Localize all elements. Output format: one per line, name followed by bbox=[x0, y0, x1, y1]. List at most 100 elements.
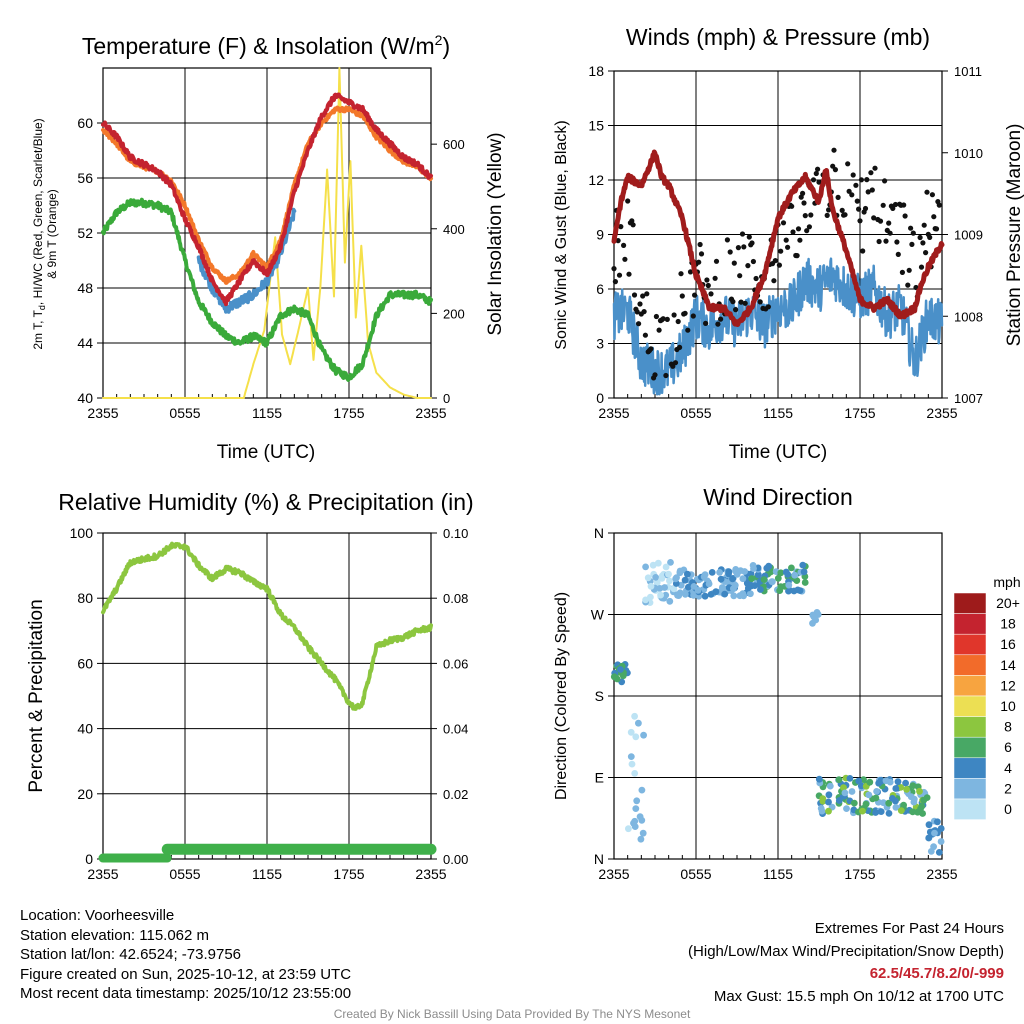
wind-direction-point bbox=[700, 573, 708, 581]
gust-point bbox=[731, 260, 737, 266]
wind-direction-point bbox=[923, 794, 931, 801]
wind-direction-point bbox=[873, 788, 880, 795]
wind-direction-point bbox=[631, 712, 638, 720]
y2-tick-label: 0.02 bbox=[443, 787, 468, 802]
gust-point bbox=[677, 344, 683, 350]
wind-direction-point bbox=[627, 753, 635, 760]
wind-direction-point bbox=[825, 807, 832, 815]
wind-direction-point bbox=[785, 586, 793, 594]
wind-direction-point bbox=[927, 848, 935, 855]
wind-direction-point bbox=[652, 574, 660, 581]
wind-direction-point bbox=[657, 591, 664, 599]
wind-direction-point bbox=[907, 793, 915, 801]
y-tick-label: 80 bbox=[77, 590, 93, 606]
gust-point bbox=[899, 269, 906, 275]
wind-direction-point bbox=[681, 576, 689, 584]
wind-direction-point bbox=[729, 575, 736, 583]
gust-point bbox=[611, 266, 617, 272]
wind-direction-point bbox=[644, 574, 652, 582]
y2-tick-label: 0.06 bbox=[443, 656, 468, 671]
wind-direction-point bbox=[733, 571, 741, 578]
wind-direction-point bbox=[799, 561, 807, 569]
x-tick-label: 1755 bbox=[333, 866, 364, 882]
legend-swatch bbox=[953, 613, 987, 635]
gust-point bbox=[936, 202, 942, 208]
gust-point bbox=[905, 282, 911, 288]
wind-direction-point bbox=[675, 592, 683, 599]
y-tick-label: 0 bbox=[596, 390, 604, 406]
y-tick-label: 40 bbox=[77, 721, 93, 737]
gust-point bbox=[730, 299, 736, 305]
wind-direction-point bbox=[725, 570, 732, 578]
gust-point bbox=[741, 244, 747, 250]
gust-point bbox=[670, 363, 676, 369]
x-tick-label: 1155 bbox=[252, 866, 282, 882]
gust-point bbox=[735, 245, 742, 251]
wind-direction-panel: Wind Direction 2355 0555 1155 1755 2355NESWN… bbox=[553, 484, 1021, 882]
temp-ylabel: 2m T, Td, HI/WC (Red, Green, Scarlet/Blu… bbox=[31, 118, 47, 349]
gust-point bbox=[705, 282, 711, 289]
y2-tick-label: 1007 bbox=[954, 391, 983, 406]
legend-swatch bbox=[953, 716, 987, 738]
wind-direction-point bbox=[632, 805, 640, 812]
gust-point bbox=[652, 372, 658, 378]
gust-point bbox=[776, 262, 783, 268]
gust-point bbox=[886, 220, 892, 226]
gust-point bbox=[671, 312, 677, 318]
gust-point bbox=[772, 258, 778, 264]
wind-direction-point bbox=[794, 586, 802, 594]
gust-point bbox=[927, 234, 933, 240]
legend-label: 14 bbox=[1000, 657, 1016, 673]
x-tick-label: 1155 bbox=[763, 866, 793, 882]
gust-point bbox=[672, 360, 679, 366]
y-tick-label: 48 bbox=[77, 280, 93, 296]
wind-direction-point bbox=[690, 592, 697, 599]
gust-point bbox=[869, 187, 875, 193]
gust-point bbox=[622, 256, 628, 262]
wind-direction-point bbox=[633, 797, 641, 805]
solar-insolation-line bbox=[102, 67, 432, 399]
gust-point bbox=[712, 275, 718, 281]
wind-direction-point bbox=[625, 825, 632, 833]
wind-direction-point bbox=[925, 834, 933, 842]
two-meter-temp-line bbox=[101, 92, 433, 307]
wind-direction-point bbox=[748, 575, 756, 582]
gust-point bbox=[687, 269, 694, 275]
legend-label: 2 bbox=[1004, 780, 1012, 796]
gust-point bbox=[865, 189, 871, 195]
gust-point bbox=[750, 258, 757, 265]
y2-tick-label: 0.00 bbox=[443, 852, 468, 867]
y2-tick-label: 0.04 bbox=[443, 722, 468, 737]
gust-point bbox=[642, 332, 649, 338]
gust-point bbox=[892, 201, 899, 208]
y-tick-label: 60 bbox=[77, 115, 93, 131]
legend-swatch bbox=[953, 654, 987, 676]
wind-direction-point bbox=[880, 799, 887, 807]
gust-point bbox=[853, 182, 859, 188]
gust-point bbox=[690, 313, 696, 319]
gust-point bbox=[801, 200, 807, 206]
wind-direction-point bbox=[777, 569, 785, 577]
temp-xlabel: Time (UTC) bbox=[217, 442, 316, 463]
gust-point bbox=[795, 226, 802, 232]
wind-direction-point bbox=[635, 719, 642, 727]
y-tick-label: N bbox=[594, 525, 604, 541]
gust-point bbox=[806, 224, 813, 230]
wind-direction-point bbox=[843, 805, 850, 812]
gust-point bbox=[685, 327, 691, 333]
gust-point bbox=[708, 291, 714, 297]
wind-direction-point bbox=[793, 577, 801, 584]
wind-direction-point bbox=[653, 579, 661, 587]
gust-point bbox=[644, 291, 650, 297]
station-info: Location: Voorheesville Station elevatio… bbox=[20, 906, 351, 1004]
wind-direction-point bbox=[885, 810, 893, 817]
y-tick-label: N bbox=[594, 851, 604, 867]
max-gust: Max Gust: 15.5 mph On 10/12 at 1700 UTC bbox=[713, 987, 1004, 1005]
wind-direction-point bbox=[846, 775, 854, 782]
wind-direction-point bbox=[751, 582, 759, 589]
gust-point bbox=[842, 212, 848, 218]
wind-direction-point bbox=[662, 563, 670, 571]
wind-direction-point bbox=[647, 582, 655, 590]
legend-swatch bbox=[953, 592, 987, 614]
legend-swatch bbox=[953, 736, 987, 759]
